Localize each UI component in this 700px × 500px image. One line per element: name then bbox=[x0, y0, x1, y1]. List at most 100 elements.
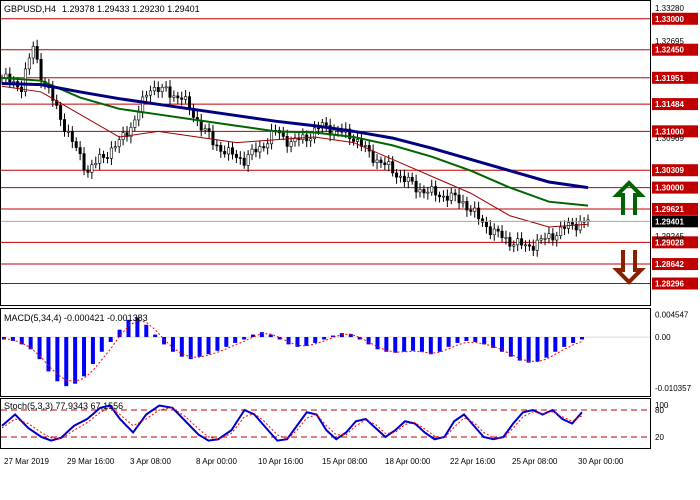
candle-body bbox=[242, 157, 246, 166]
candle-body bbox=[160, 87, 164, 92]
candle-body bbox=[574, 223, 578, 231]
macd-bar bbox=[135, 317, 140, 338]
level-label: 1.31484 bbox=[655, 100, 684, 109]
candle-body bbox=[168, 86, 172, 98]
candle-body bbox=[410, 176, 414, 182]
macd-bar bbox=[259, 332, 264, 338]
candle-body bbox=[555, 235, 559, 241]
candle-body bbox=[457, 194, 461, 204]
stoch-panel-frame bbox=[0, 398, 651, 449]
macd-bar bbox=[455, 337, 460, 343]
candle-body bbox=[379, 159, 383, 164]
macd-bar bbox=[10, 337, 15, 341]
macd-bar bbox=[553, 337, 558, 352]
stoch-axis-tick: 100 bbox=[655, 401, 669, 410]
candle-body bbox=[203, 128, 207, 131]
macd-bar bbox=[473, 337, 478, 342]
macd-bar bbox=[580, 337, 584, 340]
macd-bar bbox=[277, 337, 282, 340]
candle-body bbox=[352, 138, 356, 142]
macd-bar bbox=[482, 337, 487, 345]
macd-bar bbox=[375, 337, 380, 350]
macd-panel-frame bbox=[0, 308, 651, 397]
candle-body bbox=[500, 230, 504, 239]
price-axis-tick: 1.33280 bbox=[655, 4, 684, 13]
macd-bar bbox=[571, 337, 576, 343]
candle-body bbox=[180, 97, 184, 100]
candle-body bbox=[289, 141, 293, 147]
candle-body bbox=[434, 186, 438, 196]
candle-body bbox=[383, 162, 387, 165]
level-label: 1.29028 bbox=[655, 238, 684, 247]
macd-bar bbox=[242, 337, 247, 340]
candle-body bbox=[477, 207, 481, 220]
time-axis-tick: 22 Apr 16:00 bbox=[450, 457, 496, 466]
macd-bar bbox=[82, 337, 87, 377]
macd-axis-tick: -0.010357 bbox=[655, 384, 692, 393]
candle-body bbox=[31, 46, 35, 59]
level-label: 1.28296 bbox=[655, 280, 684, 289]
candle-body bbox=[523, 244, 527, 247]
candle-body bbox=[375, 159, 379, 163]
candle-body bbox=[238, 157, 242, 159]
level-label: 1.29621 bbox=[655, 205, 684, 214]
level-label: 1.30309 bbox=[655, 166, 684, 175]
macd-bar bbox=[357, 337, 362, 340]
up-arrow-icon bbox=[612, 180, 646, 215]
candle-body bbox=[461, 201, 465, 204]
candle-body bbox=[281, 132, 285, 137]
price-axis-tick: 1.32695 bbox=[655, 37, 684, 46]
candle-body bbox=[504, 237, 508, 239]
candle-body bbox=[551, 233, 555, 241]
macd-bar bbox=[268, 334, 273, 338]
candle-body bbox=[59, 105, 63, 120]
macd-bar bbox=[19, 337, 24, 345]
candle-body bbox=[481, 218, 485, 223]
level-label: 1.33000 bbox=[655, 15, 684, 24]
candle-body bbox=[559, 226, 563, 236]
candle-body bbox=[324, 122, 328, 126]
candle-body bbox=[215, 144, 219, 147]
candle-body bbox=[94, 162, 98, 166]
macd-bar bbox=[535, 337, 540, 362]
macd-bar bbox=[215, 337, 220, 351]
macd-bar bbox=[55, 337, 60, 382]
time-axis-tick: 3 Apr 08:00 bbox=[130, 457, 171, 466]
level-label: 1.32450 bbox=[655, 46, 684, 55]
candle-body bbox=[516, 238, 520, 246]
time-axis-tick: 15 Apr 08:00 bbox=[322, 457, 368, 466]
candle-body bbox=[438, 194, 442, 198]
candle-body bbox=[250, 148, 254, 156]
candle-body bbox=[223, 151, 227, 155]
macd-bar bbox=[117, 329, 122, 338]
macd-bar bbox=[46, 337, 51, 372]
moving-average-ma_mid bbox=[1, 76, 589, 207]
macd-bar bbox=[544, 337, 549, 358]
candle-body bbox=[82, 153, 86, 171]
candle-body bbox=[367, 145, 371, 152]
macd-bar bbox=[197, 337, 202, 357]
candle-body bbox=[98, 154, 102, 164]
candle-body bbox=[473, 207, 477, 212]
candle-body bbox=[285, 136, 289, 147]
macd-bar bbox=[206, 337, 211, 355]
level-label-bg bbox=[652, 71, 698, 84]
macd-bar bbox=[322, 337, 327, 340]
macd-axis-tick: 0.004547 bbox=[655, 311, 689, 320]
candle-body bbox=[484, 221, 488, 228]
candle-body bbox=[176, 95, 180, 99]
price-header-symbol: GBPUSD,H4 bbox=[4, 4, 56, 14]
time-axis-tick: 25 Apr 08:00 bbox=[512, 457, 558, 466]
macd-bar bbox=[224, 337, 229, 347]
candle-body bbox=[418, 189, 422, 193]
candle-body bbox=[152, 87, 156, 92]
candle-body bbox=[398, 175, 402, 178]
macd-bar bbox=[37, 337, 42, 360]
macd-bar bbox=[64, 337, 69, 387]
candle-body bbox=[422, 189, 426, 194]
candle-body bbox=[145, 94, 149, 98]
candle-body bbox=[262, 146, 266, 149]
macd-layer bbox=[1, 317, 650, 387]
candle-body bbox=[27, 57, 31, 70]
